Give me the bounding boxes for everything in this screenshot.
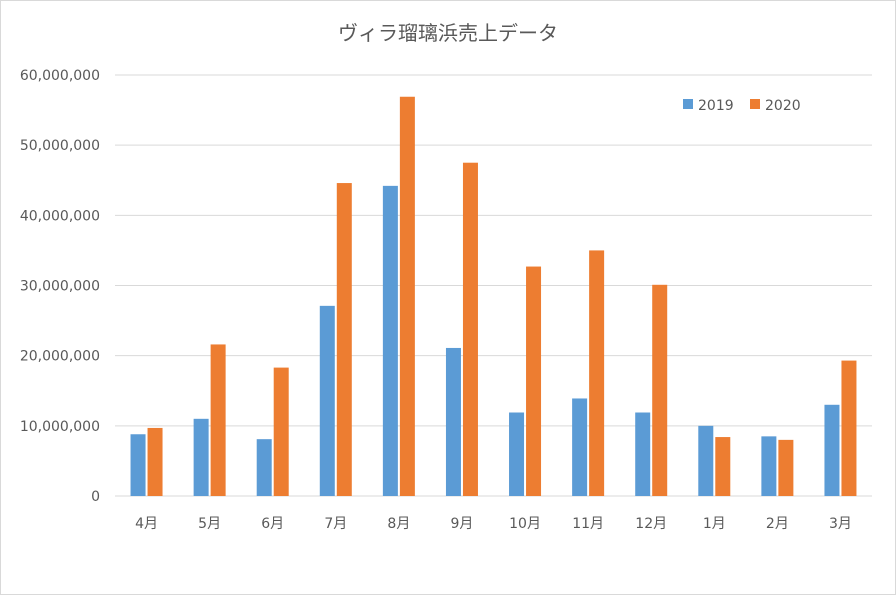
bar-2019-10: [698, 425, 714, 496]
y-tick-label: 40,000,000: [20, 208, 100, 224]
x-tick-label: 7月: [324, 516, 347, 532]
bar-2020-11: [778, 439, 794, 496]
bar-2019-8: [572, 398, 588, 496]
x-tick-label: 11月: [572, 516, 604, 532]
x-tick-label: 8月: [387, 516, 410, 532]
bar-2020-1: [147, 427, 163, 496]
legend-swatch-2020: [750, 99, 760, 109]
bar-2019-2: [193, 418, 209, 496]
bar-2020-2: [210, 344, 226, 496]
bar-2020-3: [273, 367, 289, 496]
x-tick-label: 5月: [198, 516, 221, 532]
bar-2019-1: [130, 434, 146, 496]
bar-2020-12: [841, 360, 857, 496]
x-tick-label: 12月: [635, 516, 667, 532]
bar-2019-9: [635, 412, 651, 496]
y-tick-label: 0: [91, 489, 100, 505]
bar-2020-4: [336, 183, 352, 496]
chart-title: ヴィラ瑠璃浜売上データ: [338, 21, 558, 45]
legend-label-2020: 2020: [765, 98, 801, 114]
bar-2019-3: [256, 439, 272, 496]
x-tick-label: 4月: [135, 516, 158, 532]
bar-2019-12: [824, 404, 840, 496]
bar-2019-6: [445, 347, 461, 496]
y-tick-label: 60,000,000: [20, 68, 100, 84]
x-tick-label: 2月: [766, 516, 789, 532]
bar-2020-6: [462, 162, 478, 497]
legend-label-2019: 2019: [698, 98, 734, 114]
x-tick-label: 1月: [703, 516, 726, 532]
bar-2019-5: [382, 185, 398, 496]
x-tick-label: 10月: [509, 516, 541, 532]
y-tick-label: 30,000,000: [20, 279, 100, 295]
y-tick-label: 50,000,000: [20, 138, 100, 154]
bar-2020-9: [652, 284, 668, 496]
y-tick-label: 10,000,000: [20, 419, 100, 435]
y-axis-ticks: 0 10,000,000 20,000,000 30,000,000 40,000,00…: [20, 68, 100, 505]
x-axis-ticks: 4月 5月 6月 7月 8月 9月 10月 11月 12月 1月 2月 3月: [135, 516, 852, 532]
legend: 2019 2020: [683, 98, 801, 114]
bars: [130, 96, 857, 497]
bar-2020-5: [399, 96, 415, 497]
x-tick-label: 6月: [261, 516, 284, 532]
y-tick-label: 20,000,000: [20, 349, 100, 365]
x-tick-label: 9月: [450, 516, 473, 532]
bar-2019-11: [761, 436, 777, 496]
gridlines: [115, 74, 872, 497]
bar-2020-10: [715, 437, 731, 496]
bar-2020-8: [589, 250, 605, 496]
x-tick-label: 3月: [829, 516, 852, 532]
bar-2019-4: [319, 305, 335, 496]
bar-2020-7: [526, 266, 542, 496]
bar-2019-7: [509, 412, 525, 496]
legend-swatch-2019: [683, 99, 693, 109]
